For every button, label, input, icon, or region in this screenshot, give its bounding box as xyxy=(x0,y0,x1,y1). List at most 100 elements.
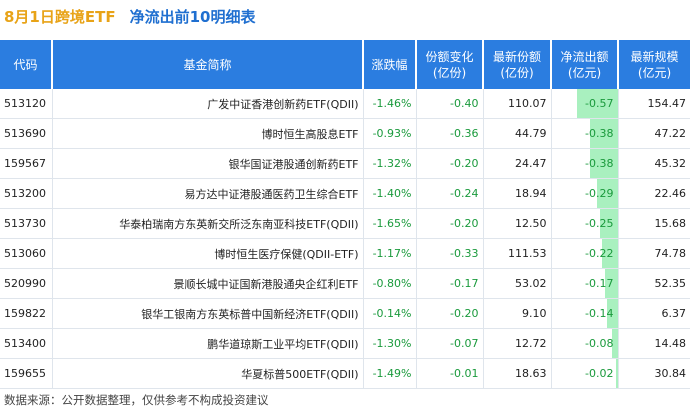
cell-change: -1.49% xyxy=(362,358,416,389)
cell-latest-scale: 30.84 xyxy=(617,358,690,389)
net-flow-bar xyxy=(607,299,618,328)
cell-share-change: -0.20 xyxy=(415,298,483,329)
cell-latest-scale: 22.46 xyxy=(617,178,690,209)
header-share-change-l2: (亿份) xyxy=(432,65,467,80)
net-flow-value: -0.14 xyxy=(585,307,614,320)
net-flow-bar xyxy=(599,209,618,238)
table-row: 513690 博时恒生高股息ETF -0.93% -0.36 44.79 -0.38 47.… xyxy=(0,118,690,149)
data-source-note: 数据来源：公开数据整理，仅供参考不构成投资建议 xyxy=(4,393,269,407)
table-row: 513730 华泰柏瑞南方东英新交所泛东南亚科技ETF(QDII) -1.65% -0… xyxy=(0,208,690,239)
header-latest-scale-l2: (亿元) xyxy=(637,65,672,80)
net-flow-bar xyxy=(590,149,618,178)
header-latest-share: 最新份额 (亿份) xyxy=(482,40,551,89)
header-net-flow-l2: (亿元) xyxy=(567,65,602,80)
cell-latest-share: 9.10 xyxy=(482,298,551,329)
cell-name: 华泰柏瑞南方东英新交所泛东南亚科技ETF(QDII) xyxy=(51,208,363,239)
table-title: 8月1日跨境ETF 净流出前10明细表 xyxy=(4,6,255,28)
cell-latest-share: 111.53 xyxy=(482,238,551,269)
header-share-change-l1: 份额变化 xyxy=(425,49,474,64)
header-net-flow: 净流出额 (亿元) xyxy=(550,40,618,89)
net-flow-bar xyxy=(605,269,618,298)
cell-name: 博时恒生医疗保健(QDII-ETF) xyxy=(51,238,363,269)
cell-code: 159567 xyxy=(0,148,52,179)
cell-share-change: -0.17 xyxy=(415,268,483,299)
header-latest-scale-l1: 最新规模 xyxy=(630,49,679,64)
net-flow-bar xyxy=(596,179,618,208)
net-flow-value: -0.25 xyxy=(585,217,614,230)
cell-net-flow: -0.25 xyxy=(550,208,618,239)
cell-latest-share: 24.47 xyxy=(482,148,551,179)
cell-net-flow: -0.08 xyxy=(550,328,618,359)
cell-latest-share: 53.02 xyxy=(482,268,551,299)
cell-change: -0.93% xyxy=(362,118,416,149)
cell-share-change: -0.07 xyxy=(415,328,483,359)
cell-net-flow: -0.22 xyxy=(550,238,618,269)
net-flow-bar xyxy=(616,359,618,388)
table-row: 159655 华夏标普500ETF(QDII) -1.49% -0.01 18.63 -0… xyxy=(0,358,690,389)
cell-share-change: -0.33 xyxy=(415,238,483,269)
table-row: 513060 博时恒生医疗保健(QDII-ETF) -1.17% -0.33 111.5… xyxy=(0,238,690,269)
table-row: 520990 景顺长城中证国新港股通央企红利ETF -0.80% -0.17 53.02… xyxy=(0,268,690,299)
cell-latest-share: 12.50 xyxy=(482,208,551,239)
net-flow-bar xyxy=(590,119,618,148)
net-flow-value: -0.02 xyxy=(585,367,614,380)
cell-change: -1.30% xyxy=(362,328,416,359)
cell-latest-scale: 47.22 xyxy=(617,118,690,149)
table-row: 513200 易方达中证港股通医药卫生综合ETF -1.40% -0.24 18.94 -… xyxy=(0,178,690,209)
cell-latest-share: 110.07 xyxy=(482,89,551,119)
header-name: 基金简称 xyxy=(51,40,363,89)
table-row: 159822 银华工银南方东英标普中国新经济ETF(QDII) -0.14% -0.2… xyxy=(0,298,690,329)
cell-code: 513730 xyxy=(0,208,52,239)
net-flow-bar xyxy=(601,239,618,268)
net-flow-value: -0.29 xyxy=(585,187,614,200)
cell-change: -1.17% xyxy=(362,238,416,269)
cell-share-change: -0.01 xyxy=(415,358,483,389)
table-row: 513400 鹏华道琼斯工业平均ETF(QDII) -1.30% -0.07 12.72… xyxy=(0,328,690,359)
cell-code: 513690 xyxy=(0,118,52,149)
cell-code: 513060 xyxy=(0,238,52,269)
net-flow-value: -0.38 xyxy=(585,127,614,140)
cell-change: -0.80% xyxy=(362,268,416,299)
cell-net-flow: -0.17 xyxy=(550,268,618,299)
cell-net-flow: -0.29 xyxy=(550,178,618,209)
cell-name: 银华国证港股通创新药ETF xyxy=(51,148,363,179)
net-flow-value: -0.38 xyxy=(585,157,614,170)
cell-latest-scale: 6.37 xyxy=(617,298,690,329)
cell-change: -1.65% xyxy=(362,208,416,239)
net-flow-bar xyxy=(576,89,618,118)
cell-name: 鹏华道琼斯工业平均ETF(QDII) xyxy=(51,328,363,359)
header-latest-share-l1: 最新份额 xyxy=(492,49,541,64)
cell-net-flow: -0.38 xyxy=(550,118,618,149)
header-change: 涨跌幅 xyxy=(362,40,416,89)
net-flow-value: -0.22 xyxy=(585,247,614,260)
table-row: 159567 银华国证港股通创新药ETF -1.32% -0.20 24.47 -0.38… xyxy=(0,148,690,179)
cell-name: 博时恒生高股息ETF xyxy=(51,118,363,149)
table-row: 513120 广发中证香港创新药ETF(QDII) -1.46% -0.40 110.0… xyxy=(0,89,690,119)
header-latest-scale: 最新规模 (亿元) xyxy=(617,40,690,89)
cell-change: -0.14% xyxy=(362,298,416,329)
cell-code: 520990 xyxy=(0,268,52,299)
cell-change: -1.40% xyxy=(362,178,416,209)
cell-latest-scale: 74.78 xyxy=(617,238,690,269)
title-date: 8月1日跨境ETF xyxy=(4,8,116,26)
header-latest-share-l2: (亿份) xyxy=(500,65,534,80)
cell-name: 银华工银南方东英标普中国新经济ETF(QDII) xyxy=(51,298,363,329)
cell-net-flow: -0.38 xyxy=(550,148,618,179)
cell-code: 159655 xyxy=(0,358,52,389)
net-flow-value: -0.17 xyxy=(585,277,614,290)
cell-code: 513400 xyxy=(0,328,52,359)
etf-outflow-table: 代码 基金简称 涨跌幅 份额变化 (亿份) 最新份额 (亿份) 净流出额 (亿元) 最… xyxy=(0,40,690,389)
header-code: 代码 xyxy=(0,40,52,89)
header-net-flow-l1: 净流出额 xyxy=(560,49,609,64)
cell-latest-scale: 45.32 xyxy=(617,148,690,179)
header-row: 代码 基金简称 涨跌幅 份额变化 (亿份) 最新份额 (亿份) 净流出额 (亿元) 最… xyxy=(0,40,690,89)
cell-share-change: -0.24 xyxy=(415,178,483,209)
cell-latest-share: 18.63 xyxy=(482,358,551,389)
cell-net-flow: -0.02 xyxy=(550,358,618,389)
cell-name: 广发中证香港创新药ETF(QDII) xyxy=(51,89,363,119)
cell-latest-share: 12.72 xyxy=(482,328,551,359)
cell-change: -1.46% xyxy=(362,89,416,119)
cell-latest-scale: 52.35 xyxy=(617,268,690,299)
cell-name: 华夏标普500ETF(QDII) xyxy=(51,358,363,389)
cell-latest-scale: 14.48 xyxy=(617,328,690,359)
